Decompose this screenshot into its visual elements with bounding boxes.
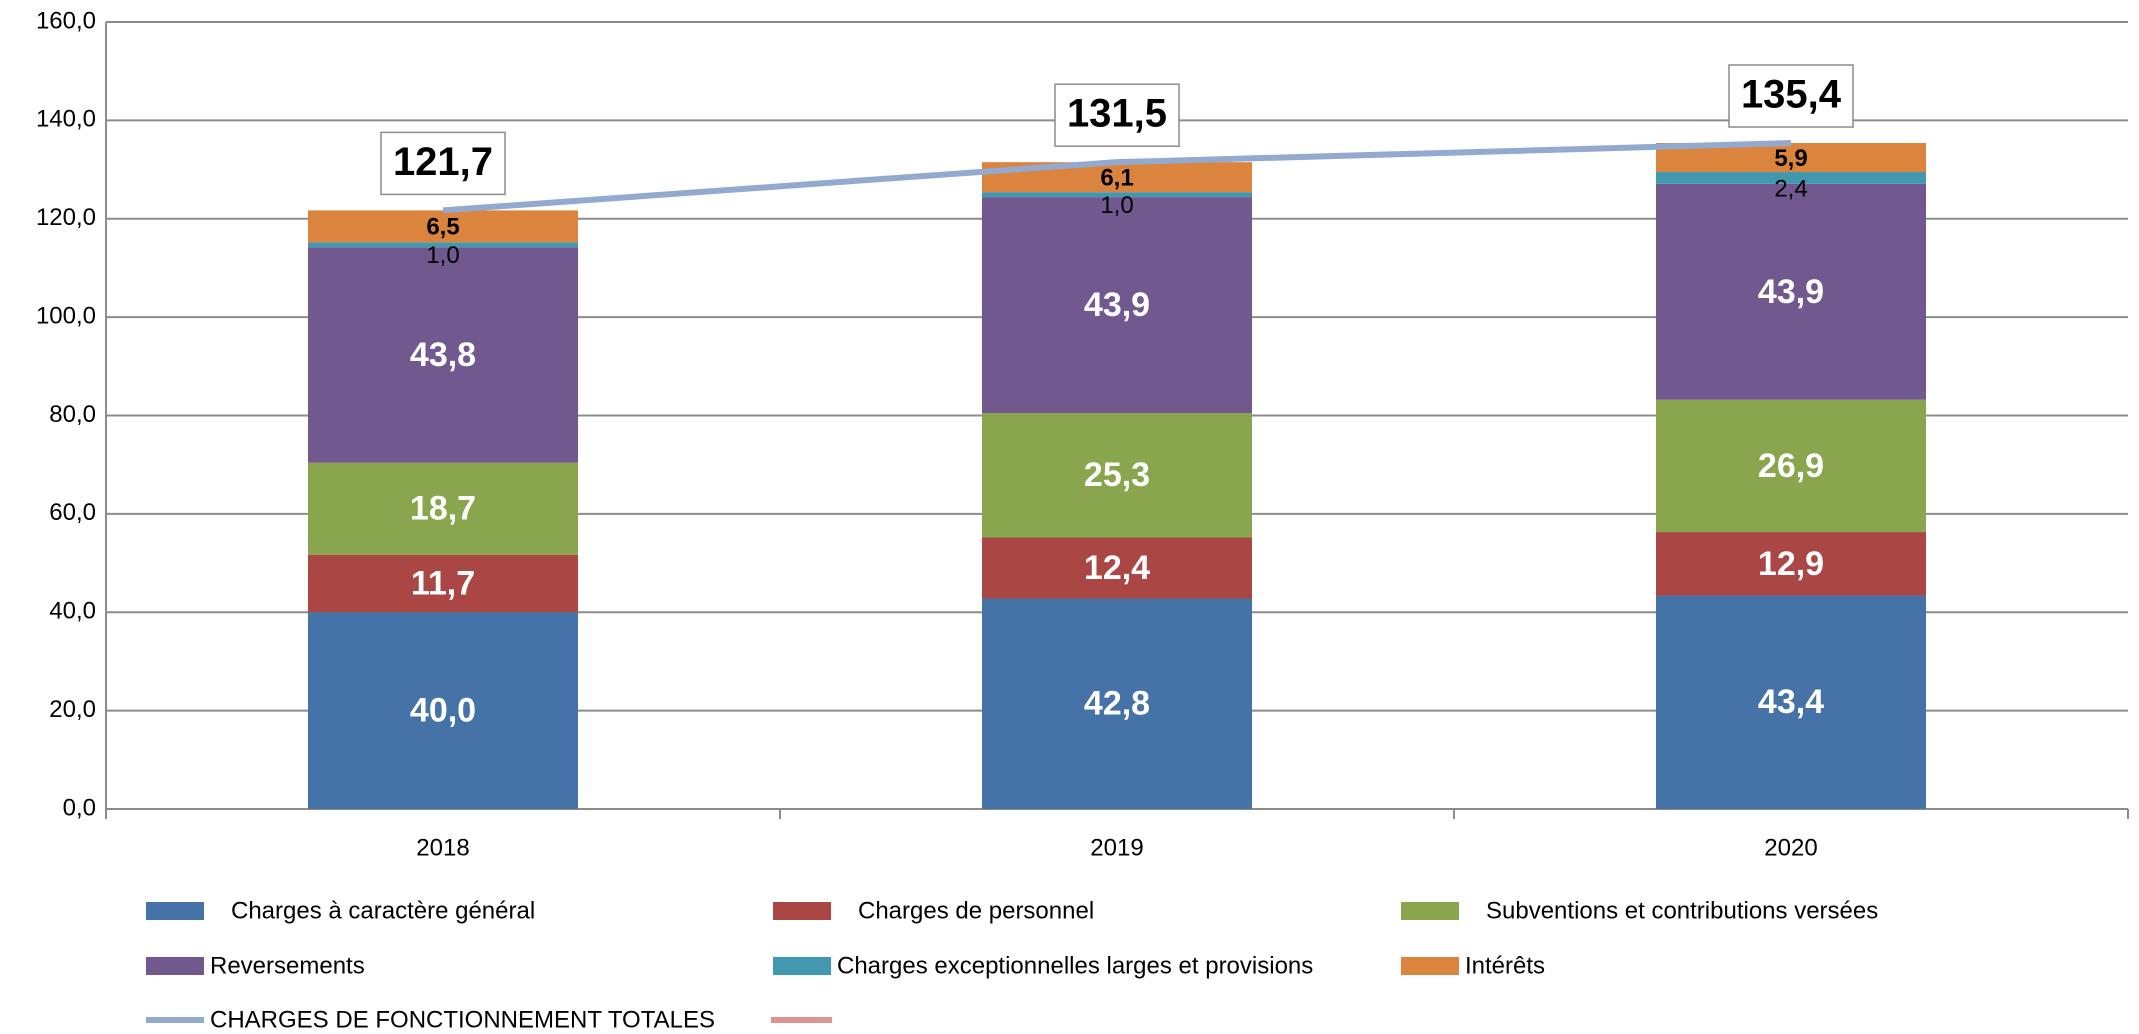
data-label: 25,3 bbox=[1084, 456, 1150, 494]
x-tick-label: 2019 bbox=[1090, 834, 1143, 861]
bar-segment bbox=[982, 197, 1252, 414]
legend-swatch bbox=[1401, 902, 1459, 920]
bar-segment bbox=[308, 554, 578, 613]
bar-segment bbox=[308, 462, 578, 555]
legend-label: Charges de personnel bbox=[858, 897, 1094, 924]
total-label-box bbox=[1728, 64, 1854, 128]
data-label: 26,9 bbox=[1758, 447, 1824, 485]
bar-segment bbox=[308, 612, 578, 809]
y-tick-label: 120,0 bbox=[36, 204, 96, 231]
y-tick-label: 80,0 bbox=[49, 401, 96, 428]
data-label: 1,0 bbox=[426, 242, 459, 269]
bar-segment bbox=[1656, 399, 1926, 533]
bar-segment bbox=[982, 537, 1252, 599]
legend-swatch bbox=[146, 902, 204, 920]
data-label: 5,9 bbox=[1774, 145, 1807, 172]
bar-segment bbox=[1656, 183, 1926, 400]
data-label: 43,9 bbox=[1758, 273, 1824, 311]
legend-label: Subventions et contributions versées bbox=[1486, 897, 1878, 924]
data-label: 6,1 bbox=[1100, 165, 1133, 192]
total-label: 131,5 bbox=[1067, 92, 1167, 136]
bar-segment bbox=[308, 210, 578, 243]
bar-segment bbox=[982, 413, 1252, 538]
legend-label: Reversements bbox=[210, 952, 365, 979]
data-label: 11,7 bbox=[411, 564, 475, 602]
data-label: 18,7 bbox=[410, 490, 476, 528]
legend-swatch bbox=[146, 957, 204, 975]
total-label-box bbox=[380, 131, 506, 196]
y-tick-label: 0,0 bbox=[63, 794, 96, 821]
legend-label: Intérêts bbox=[1465, 952, 1545, 979]
legend-swatch bbox=[773, 902, 831, 920]
legend-label: Charges exceptionnelles larges et provis… bbox=[837, 952, 1313, 979]
y-tick-label: 20,0 bbox=[49, 696, 96, 723]
y-tick-label: 100,0 bbox=[36, 302, 96, 329]
data-label: 43,8 bbox=[410, 336, 476, 374]
data-label: 43,4 bbox=[1758, 683, 1824, 721]
bar-segment bbox=[308, 247, 578, 463]
bar-segment bbox=[1656, 172, 1926, 184]
legend-label: CHARGES DE FONCTIONNEMENT TOTALES bbox=[210, 1006, 715, 1033]
bar-segment bbox=[982, 598, 1252, 809]
y-tick-label: 160,0 bbox=[36, 7, 96, 34]
total-label-box bbox=[1054, 83, 1180, 147]
y-tick-label: 60,0 bbox=[49, 499, 96, 526]
data-label: 42,8 bbox=[1084, 685, 1150, 723]
bar-segment bbox=[308, 242, 578, 248]
total-label: 121,7 bbox=[393, 140, 493, 184]
bar-segment bbox=[1656, 532, 1926, 596]
legend-swatch bbox=[1401, 957, 1459, 975]
data-label: 2,4 bbox=[1774, 175, 1807, 202]
total-line bbox=[442, 140, 1792, 214]
data-label: 6,5 bbox=[426, 214, 459, 241]
legend-label: Charges à caractère général bbox=[231, 897, 535, 924]
y-tick-label: 140,0 bbox=[36, 106, 96, 133]
total-label: 135,4 bbox=[1741, 73, 1842, 117]
data-label: 1,0 bbox=[1100, 192, 1133, 219]
data-label: 43,9 bbox=[1084, 286, 1150, 324]
x-tick-label: 2020 bbox=[1764, 834, 1817, 861]
data-label: 12,9 bbox=[1758, 545, 1824, 583]
bar-segment bbox=[982, 192, 1252, 198]
data-label: 12,4 bbox=[1084, 549, 1150, 587]
bar-segment bbox=[1656, 595, 1926, 809]
data-label: 40,0 bbox=[410, 692, 476, 730]
x-tick-label: 2018 bbox=[416, 834, 469, 861]
legend-swatch bbox=[773, 957, 831, 975]
y-tick-label: 40,0 bbox=[49, 598, 96, 625]
